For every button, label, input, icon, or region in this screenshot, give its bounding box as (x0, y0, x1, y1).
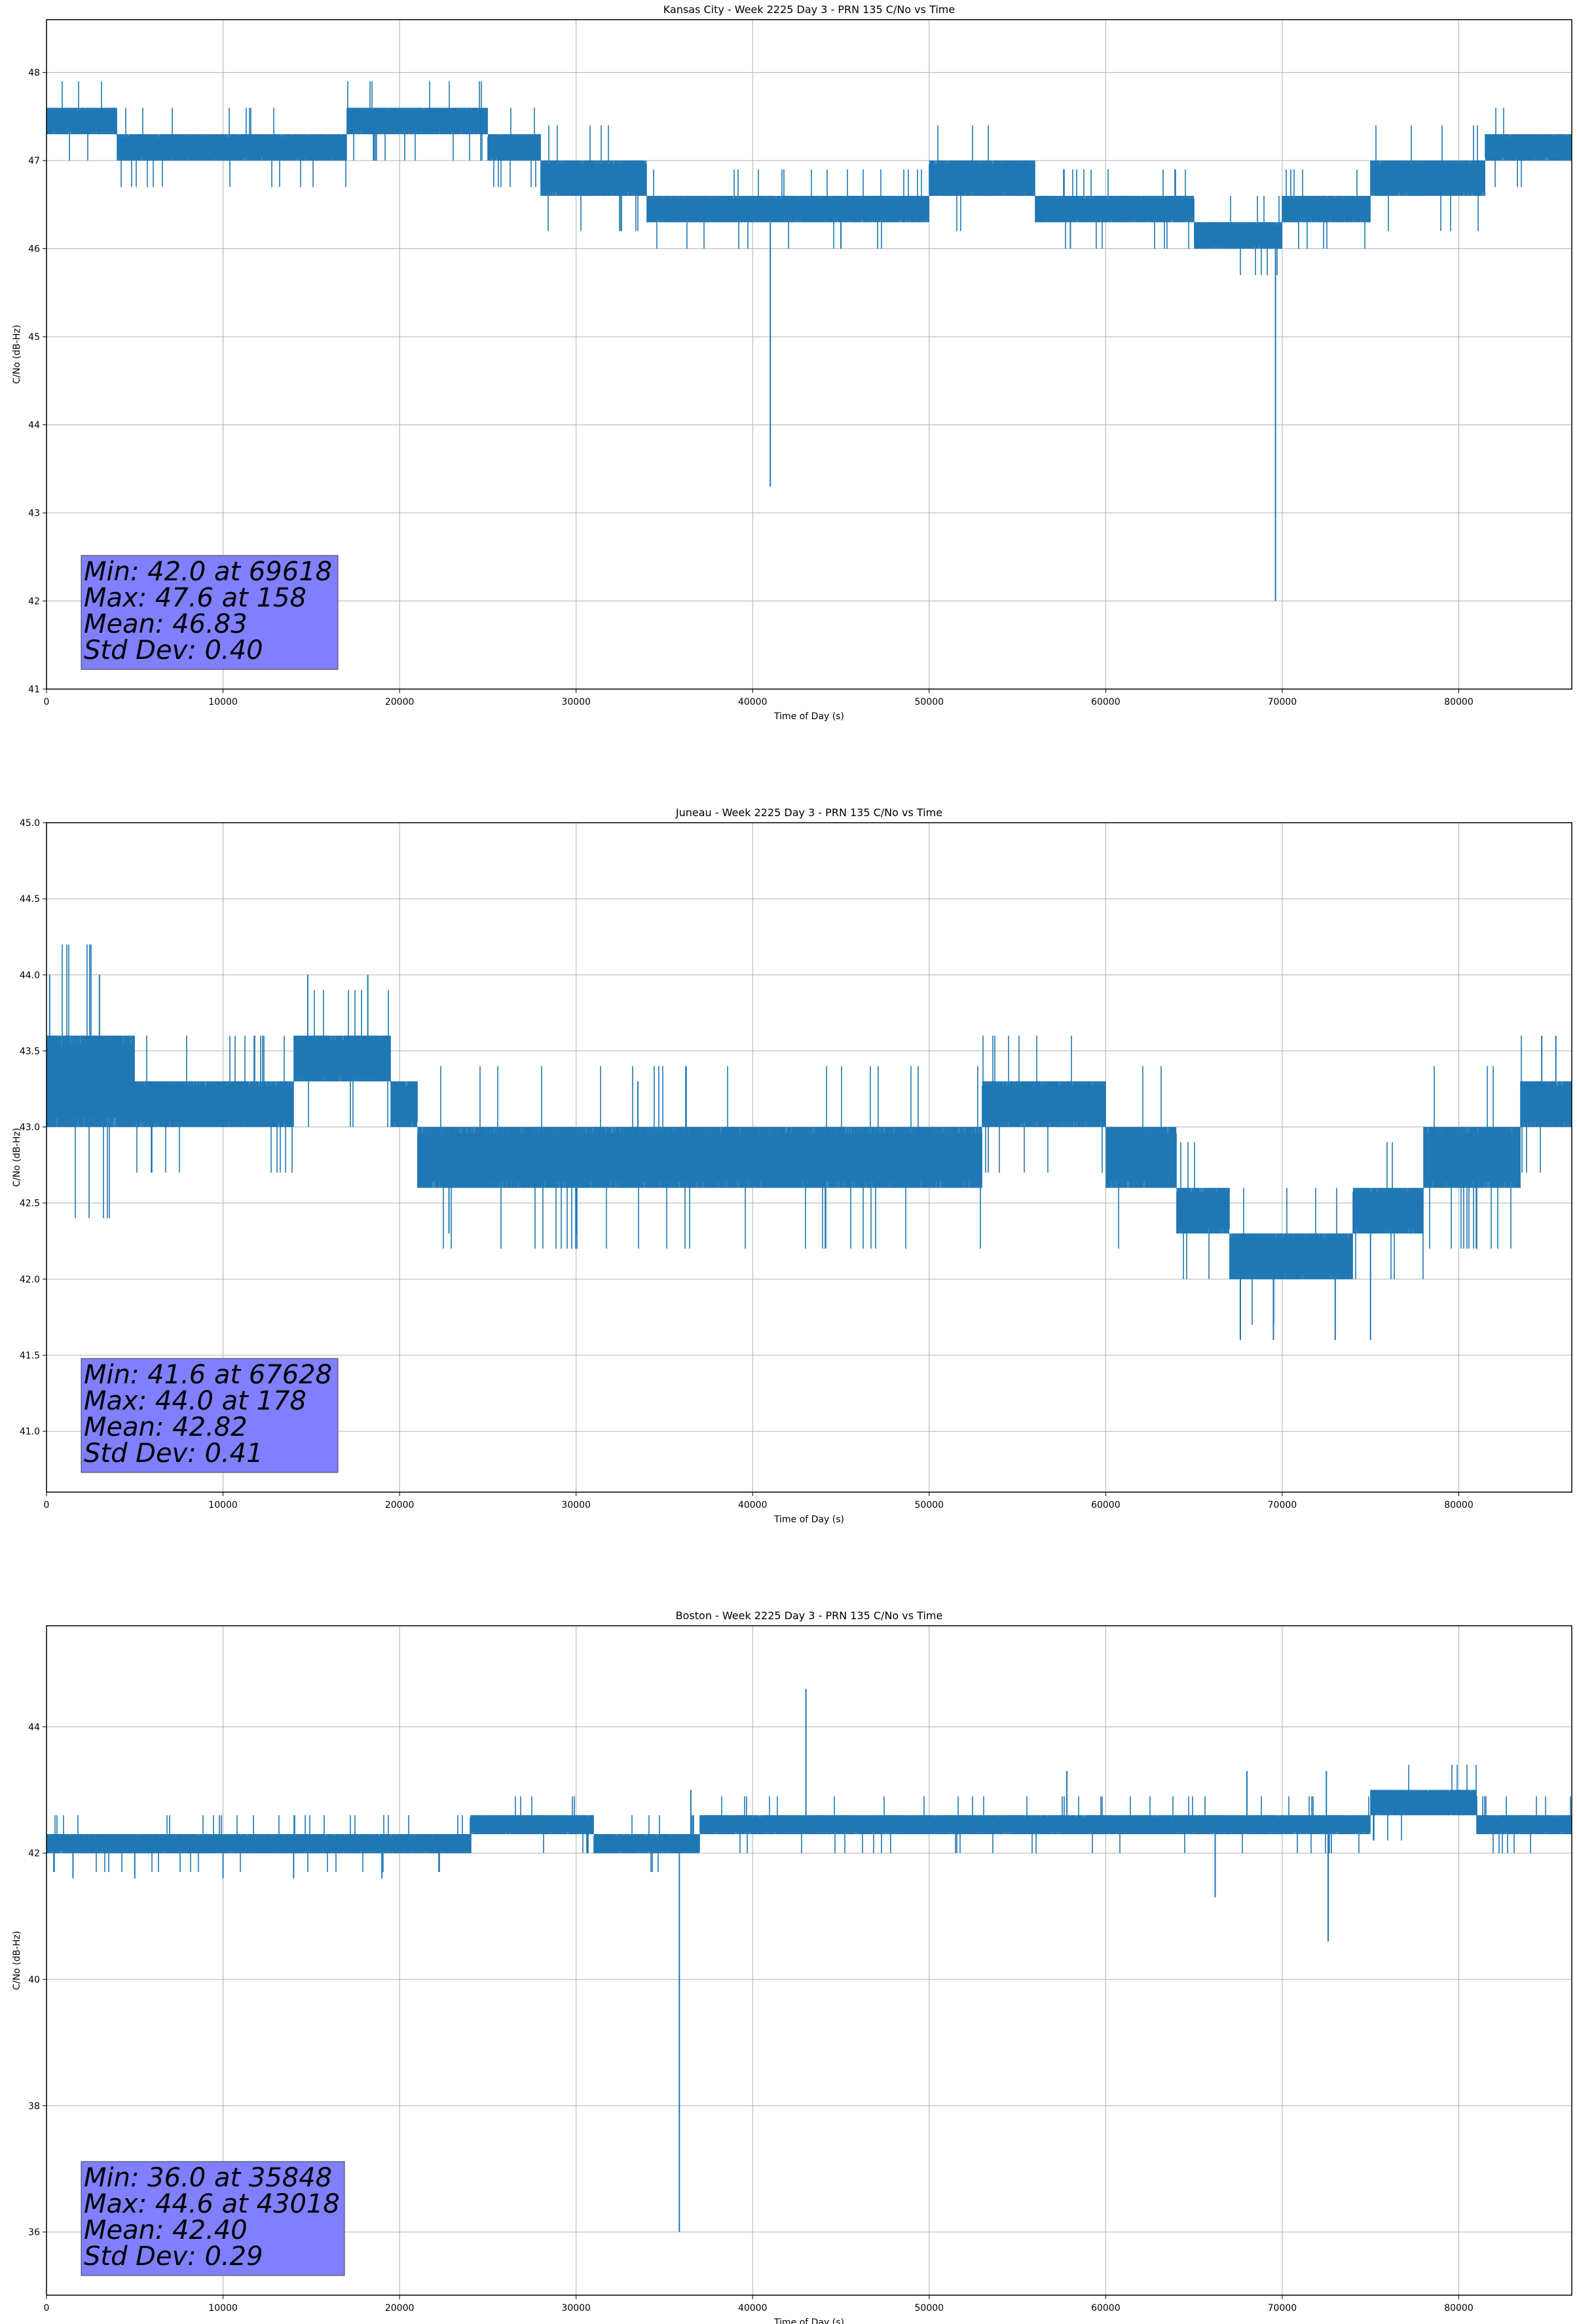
y-axis-label: C/No (dB-Hz) (12, 1931, 22, 1990)
axes-frame (46, 1625, 1572, 2296)
x-tick-label: 50000 (915, 1500, 944, 1510)
stats-line: Min: 36.0 at 35848 (84, 2163, 332, 2193)
x-tick-label: 20000 (385, 2303, 415, 2314)
y-tick-label: 44 (28, 1722, 40, 1733)
y-axis-label: C/No (dB-Hz) (12, 325, 22, 384)
x-tick-label: 40000 (738, 697, 768, 707)
stats-box (81, 1358, 339, 1473)
x-tick-label: 80000 (1444, 697, 1474, 707)
stats-box (81, 2161, 345, 2276)
y-tick-label: 41.5 (20, 1351, 40, 1361)
stats-line: Min: 41.6 at 67628 (84, 1360, 332, 1390)
y-tick-label: 48 (28, 68, 40, 79)
x-tick-label: 60000 (1091, 697, 1121, 707)
y-tick-label: 43 (28, 508, 40, 519)
stats-line: Std Dev: 0.40 (84, 635, 263, 665)
y-tick-label: 46 (28, 244, 40, 255)
x-tick-label: 50000 (915, 2303, 944, 2314)
x-tick-label: 70000 (1268, 1500, 1297, 1510)
y-tick-label: 44.5 (20, 894, 40, 905)
x-tick-label: 20000 (385, 697, 415, 707)
y-tick-label: 45 (28, 332, 40, 343)
chart-panel: 0 10000 20000 30000 40000 50000 60000 70000 8000… (12, 3, 1572, 722)
y-tick-label: 44 (28, 421, 40, 431)
series-line (46, 944, 1572, 1340)
series-line (46, 1689, 1572, 2232)
x-axis-label: Time of Day (s) (773, 1514, 844, 1525)
y-tick-label: 45.0 (20, 818, 40, 829)
x-tick-label: 70000 (1268, 2303, 1297, 2314)
x-tick-label: 0 (44, 697, 50, 707)
x-tick-label: 0 (44, 2303, 50, 2314)
x-tick-label: 10000 (208, 697, 238, 707)
axes-frame (46, 822, 1572, 1493)
x-tick-label: 80000 (1444, 1500, 1474, 1510)
x-tick-label: 30000 (561, 1500, 591, 1510)
x-tick-label: 30000 (561, 2303, 591, 2314)
chart-panel: 0 10000 20000 30000 40000 50000 60000 70000 8000… (12, 1609, 1572, 2324)
y-tick-label: 47 (28, 156, 40, 166)
stats-line: Min: 42.0 at 69618 (84, 557, 332, 587)
y-tick-label: 44.0 (20, 970, 40, 981)
x-axis-label: Time of Day (s) (773, 711, 844, 722)
x-tick-label: 80000 (1444, 2303, 1474, 2314)
chart-panel: 0 10000 20000 30000 40000 50000 60000 70000 8000… (12, 806, 1572, 1525)
y-tick-label: 41.0 (20, 1427, 40, 1437)
y-tick-label: 40 (28, 1975, 40, 1985)
chart-title: Boston - Week 2225 Day 3 - PRN 135 C/No … (676, 1609, 943, 1622)
y-tick-label: 41 (28, 684, 40, 695)
stats-line: Max: 44.6 at 43018 (84, 2189, 340, 2219)
chart-title: Juneau - Week 2225 Day 3 - PRN 135 C/No … (675, 806, 942, 819)
y-tick-label: 43.0 (20, 1123, 40, 1133)
x-axis-label: Time of Day (s) (773, 2317, 844, 2324)
x-tick-label: 40000 (738, 1500, 768, 1510)
x-tick-label: 0 (44, 1500, 50, 1510)
y-tick-label: 42 (28, 1848, 40, 1859)
chart-title: Kansas City - Week 2225 Day 3 - PRN 135 … (663, 3, 955, 16)
y-tick-label: 42 (28, 597, 40, 607)
series-fill (46, 107, 1572, 249)
series-band (46, 81, 1572, 275)
y-tick-label: 42.0 (20, 1275, 40, 1285)
stats-line: Mean: 46.83 (84, 609, 248, 639)
series-line (46, 81, 1572, 601)
x-tick-label: 60000 (1091, 1500, 1121, 1510)
series-band (46, 1765, 1572, 1873)
x-tick-label: 10000 (208, 2303, 238, 2314)
x-tick-label: 30000 (561, 697, 591, 707)
stats-line: Mean: 42.82 (84, 1412, 248, 1442)
y-tick-label: 42.5 (20, 1199, 40, 1209)
x-tick-label: 10000 (208, 1500, 238, 1510)
stats-line: Std Dev: 0.41 (84, 1438, 263, 1469)
stats-line: Max: 47.6 at 158 (84, 583, 306, 613)
x-tick-label: 40000 (738, 2303, 768, 2314)
y-tick-label: 36 (28, 2228, 40, 2238)
x-tick-label: 60000 (1091, 2303, 1121, 2314)
axes-frame (46, 19, 1572, 690)
y-tick-label: 38 (28, 2101, 40, 2112)
x-tick-label: 70000 (1268, 697, 1297, 707)
stats-line: Mean: 42.40 (84, 2215, 248, 2245)
stats-box (81, 555, 339, 670)
series-band (46, 944, 1572, 1325)
stats-line: Max: 44.0 at 178 (84, 1386, 306, 1416)
y-axis-label: C/No (dB-Hz) (12, 1128, 22, 1187)
stats-line: Std Dev: 0.29 (84, 2241, 263, 2272)
y-tick-label: 43.5 (20, 1046, 40, 1057)
x-tick-label: 20000 (385, 1500, 415, 1510)
x-tick-label: 50000 (915, 697, 944, 707)
